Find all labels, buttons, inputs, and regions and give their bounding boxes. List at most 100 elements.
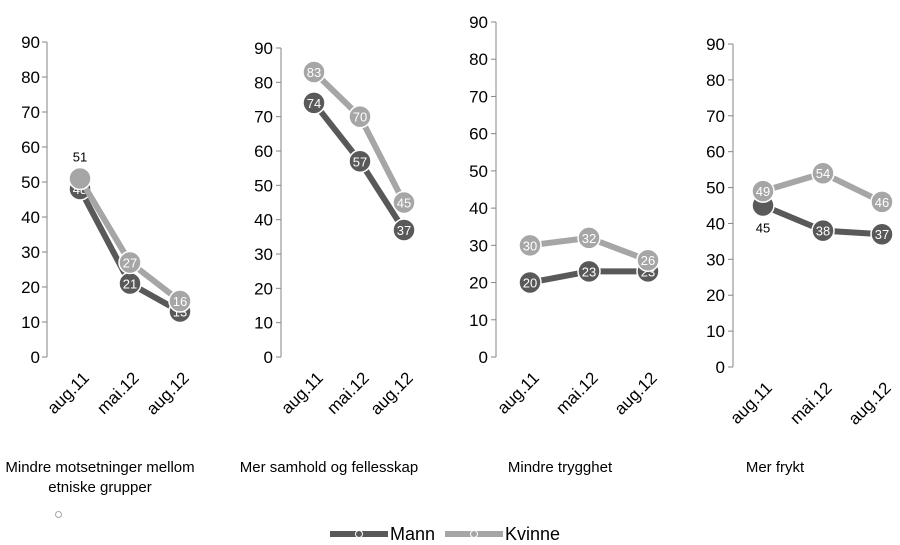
data-label-mann: 45 <box>756 221 770 236</box>
y-tick-label: 60 <box>469 125 488 144</box>
data-point-kvinne <box>348 104 372 129</box>
y-tick-label: 30 <box>469 236 488 255</box>
y-tick-label: 0 <box>479 348 488 367</box>
data-label-kvinne: 83 <box>307 65 321 80</box>
x-category-label: aug.12 <box>367 368 417 418</box>
y-tick-label: 50 <box>21 173 40 192</box>
data-label-kvinne: 32 <box>582 231 596 246</box>
y-tick-label: 10 <box>469 311 488 330</box>
legend: Mann Kvinne <box>330 523 570 545</box>
data-label-kvinne: 70 <box>353 110 367 125</box>
legend-label-mann: Mann <box>390 523 436 544</box>
legend-swatch-kvinne-icon <box>445 530 504 538</box>
data-point-mann <box>392 218 416 242</box>
y-tick-label: 40 <box>21 208 40 227</box>
y-tick-label: 80 <box>469 50 488 69</box>
y-tick-label: 20 <box>21 278 40 297</box>
legend-item-mann: Mann <box>330 524 435 545</box>
y-tick-label: 60 <box>706 143 725 162</box>
stray-marker-icon <box>55 511 62 518</box>
y-tick-label: 50 <box>706 179 725 198</box>
x-category-label: aug.12 <box>845 378 895 428</box>
x-category-label: mai.12 <box>93 368 143 418</box>
y-tick-label: 80 <box>21 68 40 87</box>
y-tick-label: 70 <box>706 107 725 126</box>
y-tick-label: 20 <box>254 279 273 298</box>
data-label-mann: 38 <box>816 224 830 239</box>
x-category-label: mai.12 <box>552 368 602 418</box>
data-point-kvinne <box>518 233 542 258</box>
x-category-label: aug.11 <box>727 378 776 427</box>
y-tick-label: 70 <box>21 103 40 122</box>
y-tick-label: 0 <box>31 348 40 367</box>
panel-3: 0 10 20 30 40 50 60 70 80 90 aug.11 mai.12 aug.12 20 2… <box>469 13 661 419</box>
y-tick-label: 40 <box>254 211 273 230</box>
y-tick-label: 90 <box>706 35 725 54</box>
data-label-kvinne: 54 <box>816 166 830 181</box>
y-tick-label: 20 <box>706 286 725 305</box>
y-tick-label: 0 <box>716 358 725 377</box>
y-tick-label: 70 <box>469 87 488 106</box>
data-point-kvinne <box>577 226 601 250</box>
y-tick-label: 80 <box>254 73 273 92</box>
data-label-kvinne: 51 <box>73 150 87 165</box>
data-point-kvinne <box>392 190 416 215</box>
x-category-label: aug.12 <box>611 368 661 418</box>
y-tick-label: 0 <box>264 348 273 367</box>
data-point-mann <box>302 91 326 115</box>
y-tick-label: 10 <box>254 314 273 333</box>
y-tick-label: 20 <box>469 274 488 293</box>
series-line-kvinne <box>311 69 407 204</box>
panel-3-caption: Mindre trygghet <box>507 459 613 476</box>
y-tick-label: 90 <box>21 33 40 52</box>
data-point-mann <box>811 218 835 243</box>
data-point-kvinne <box>68 166 92 191</box>
legend-item-kvinne: Kvinne <box>445 524 560 545</box>
x-category-label: aug.11 <box>494 368 543 417</box>
y-tick-label: 50 <box>254 176 273 195</box>
y-tick-label: 90 <box>254 39 273 58</box>
panel-4-caption: Mer frykt <box>745 459 805 476</box>
data-point-mann <box>870 222 894 246</box>
data-label-mann: 21 <box>123 277 137 292</box>
data-label-kvinne: 16 <box>173 294 187 309</box>
y-tick-label: 10 <box>21 313 40 332</box>
data-point-mann <box>577 259 601 284</box>
legend-label-kvinne: Kvinne <box>505 523 561 544</box>
data-label-mann: 20 <box>523 276 537 291</box>
legend-swatch-mann-icon <box>330 530 388 538</box>
data-label-kvinne: 49 <box>756 184 770 199</box>
data-label-mann: 37 <box>397 223 411 238</box>
data-label-kvinne: 26 <box>641 253 655 268</box>
y-tick-label: 30 <box>254 245 273 264</box>
y-tick-label: 60 <box>21 138 40 157</box>
y-tick-label: 30 <box>706 250 725 269</box>
panel-1: 0102030405060708090aug.11mai.12aug.12482… <box>21 33 193 419</box>
y-tick-label: 10 <box>706 322 725 341</box>
y-tick-label: 40 <box>706 214 725 233</box>
x-category-label: mai.12 <box>786 378 836 428</box>
y-tick-label: 70 <box>254 108 273 127</box>
data-label-kvinne: 46 <box>875 195 889 210</box>
y-tick-label: 80 <box>706 71 725 90</box>
x-category-label: aug.12 <box>143 368 193 418</box>
panel-4: 0 10 20 30 40 50 60 70 80 90 aug.11 mai.12 aug.12 45 3… <box>706 35 895 429</box>
data-label-kvinne: 27 <box>123 256 137 271</box>
panel-1-caption: Mindre motsetninger mellom etniske grupp… <box>5 459 195 496</box>
data-label-kvinne: 45 <box>397 196 411 211</box>
x-category-label: aug.11 <box>278 368 327 417</box>
y-tick-label: 50 <box>469 162 488 181</box>
data-point-mann <box>348 149 372 174</box>
data-point-kvinne <box>636 248 660 272</box>
data-point-kvinne <box>811 161 835 185</box>
y-tick-label: 40 <box>469 199 488 218</box>
data-point-kvinne <box>168 289 192 313</box>
y-tick-label: 90 <box>469 13 488 32</box>
data-point-kvinne <box>751 179 775 203</box>
data-label-mann: 37 <box>875 227 889 242</box>
data-point-kvinne <box>302 60 326 84</box>
small-multiples-chart: 0102030405060708090aug.11mai.12aug.12482… <box>21 13 895 429</box>
x-category-label: mai.12 <box>323 368 373 418</box>
panel-2-caption: Mer samhold og fellesskap <box>239 459 419 476</box>
